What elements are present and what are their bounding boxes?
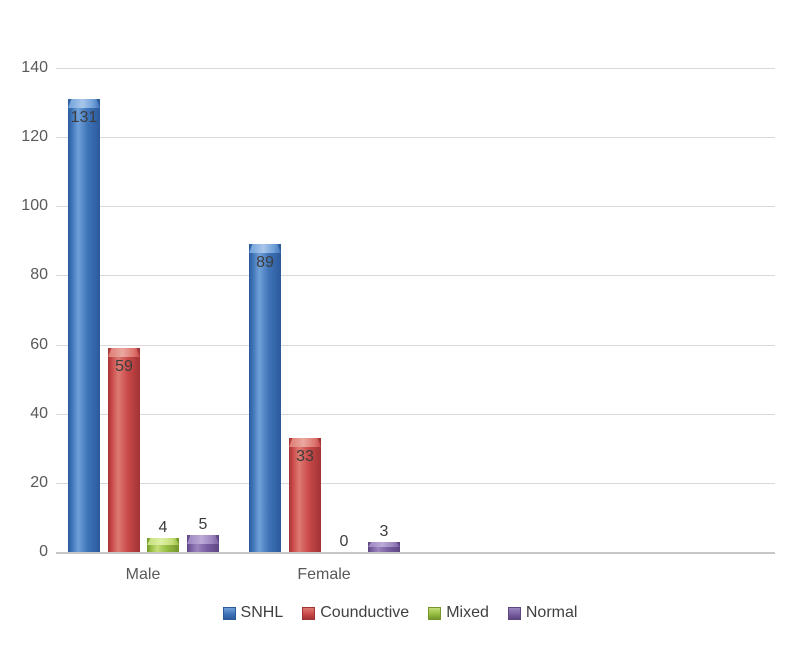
gridline-80 [56,275,775,276]
data-label: 4 [158,519,168,536]
bar-female-snhl [249,244,281,552]
gridline-140 [56,68,775,69]
legend-item-mixed: Mixed [428,604,489,622]
y-tick-label: 100 [21,197,48,214]
bar-female-normal [368,542,400,552]
bar-top-bevel [368,542,400,547]
data-label: 5 [198,516,208,533]
bar-top-bevel [187,535,219,544]
legend-marker-normal-icon [507,606,521,620]
legend-marker-counductive-icon [302,606,316,620]
legend-item-counductive: Counductive [302,604,409,622]
bar-top-bevel [249,244,281,253]
gridline-100 [56,206,775,207]
gridline-40 [56,414,775,415]
legend-marker-mixed-icon [428,606,442,620]
y-tick-label: 60 [30,336,48,353]
data-label: 89 [256,254,274,271]
category-label-male: Male [125,566,161,583]
data-label: 131 [70,109,98,126]
legend-label: SNHL [240,604,284,621]
legend-marker-snhl-icon [222,606,236,620]
bar-body [249,244,281,552]
data-label: 59 [115,358,133,375]
data-label: 0 [339,533,349,550]
bar-female-counductive [289,438,321,552]
legend-label: Normal [525,604,578,621]
bar-top-bevel [108,348,140,357]
legend-item-normal: Normal [507,604,578,622]
y-tick-label: 40 [30,405,48,422]
gridline-120 [56,137,775,138]
bar-body [108,348,140,552]
bar-body [368,542,400,552]
bar-top-bevel [147,538,179,545]
legend-label: Counductive [320,604,410,621]
data-label: 3 [379,523,389,540]
gridline-20 [56,483,775,484]
bar-body [289,438,321,552]
y-tick-label: 120 [21,128,48,145]
bar-male-snhl [68,99,100,552]
y-tick-label: 20 [30,474,48,491]
y-tick-label: 0 [39,543,48,560]
bar-male-counductive [108,348,140,552]
category-label-female: Female [297,566,351,583]
bar-top-bevel [289,438,321,447]
bar-male-mixed [147,538,179,552]
legend-item-snhl: SNHL [222,604,284,622]
bar-male-normal [187,535,219,552]
x-axis-line [56,552,775,554]
legend: SNHL Counductive Mixed Normal [0,604,800,622]
bar-top-bevel [68,99,100,108]
legend-label: Mixed [446,604,489,621]
y-tick-label: 140 [21,59,48,76]
data-label: 33 [296,448,314,465]
y-tick-label: 80 [30,266,48,283]
gridline-60 [56,345,775,346]
bar-body [68,99,100,552]
